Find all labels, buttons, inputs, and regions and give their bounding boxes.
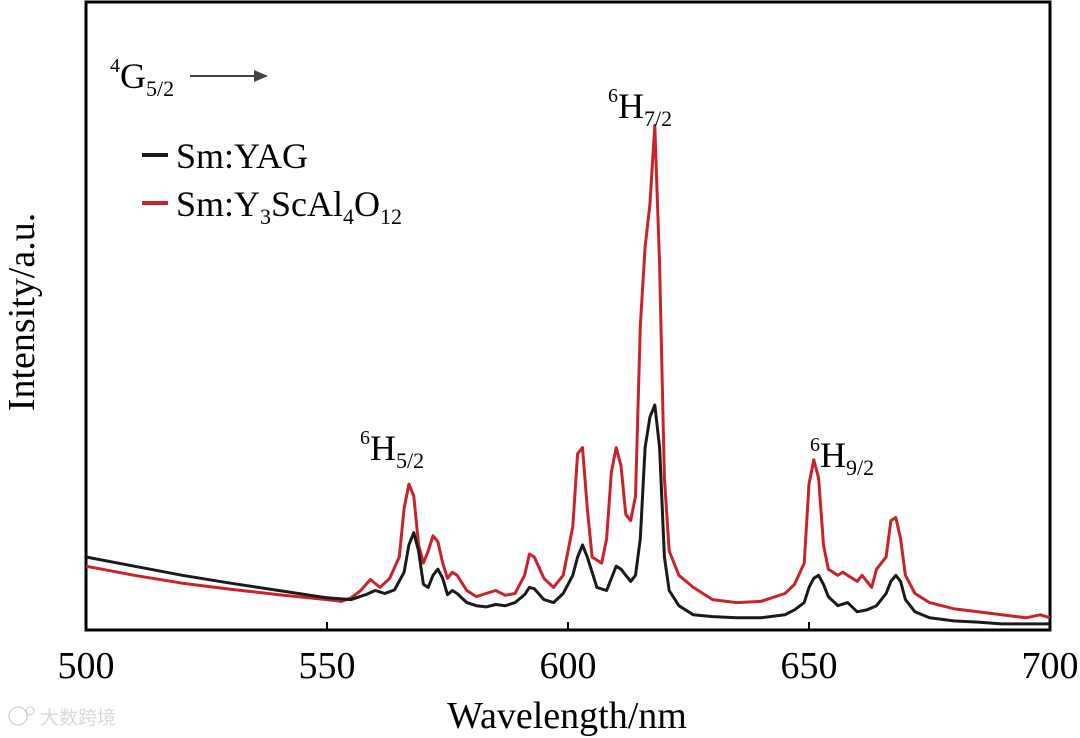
watermark: 大数跨境 [8, 706, 116, 729]
x-axis-label: Wavelength/nm [447, 695, 687, 737]
plot-frame [84, 0, 1052, 632]
x-tick-label: 650 [781, 645, 838, 687]
legend-label-yag: Sm:YAG [176, 136, 308, 176]
series-line-sm-y3scal4o12 [85, 123, 1051, 620]
x-tick-label: 700 [1022, 645, 1079, 687]
series-line-sm-yag [85, 403, 1050, 626]
annotation-6H5-2: 6H5/2 [360, 427, 424, 473]
legend: Sm:YAG Sm:Y3ScAl4O12 [142, 136, 402, 229]
x-tick-label: 550 [299, 645, 356, 687]
watermark-text: 大数跨境 [40, 707, 116, 729]
transition-arrow [190, 70, 268, 82]
weibo-icon [8, 706, 35, 726]
legend-label-ysc: Sm:Y3ScAl4O12 [176, 184, 402, 229]
x-tick-label: 600 [540, 645, 597, 687]
annotation-6H7-2: 6H7/2 [608, 85, 672, 131]
annotation-4G5-2: 4G5/2 [110, 55, 174, 101]
series-layer [85, 123, 1051, 626]
x-tick-label: 500 [58, 645, 115, 687]
annotation-6H9-2: 6H9/2 [810, 434, 874, 480]
y-axis-label: Intensity/a.u. [1, 213, 43, 411]
x-axis-ticks: 500 550 600 650 700 [58, 622, 1079, 687]
